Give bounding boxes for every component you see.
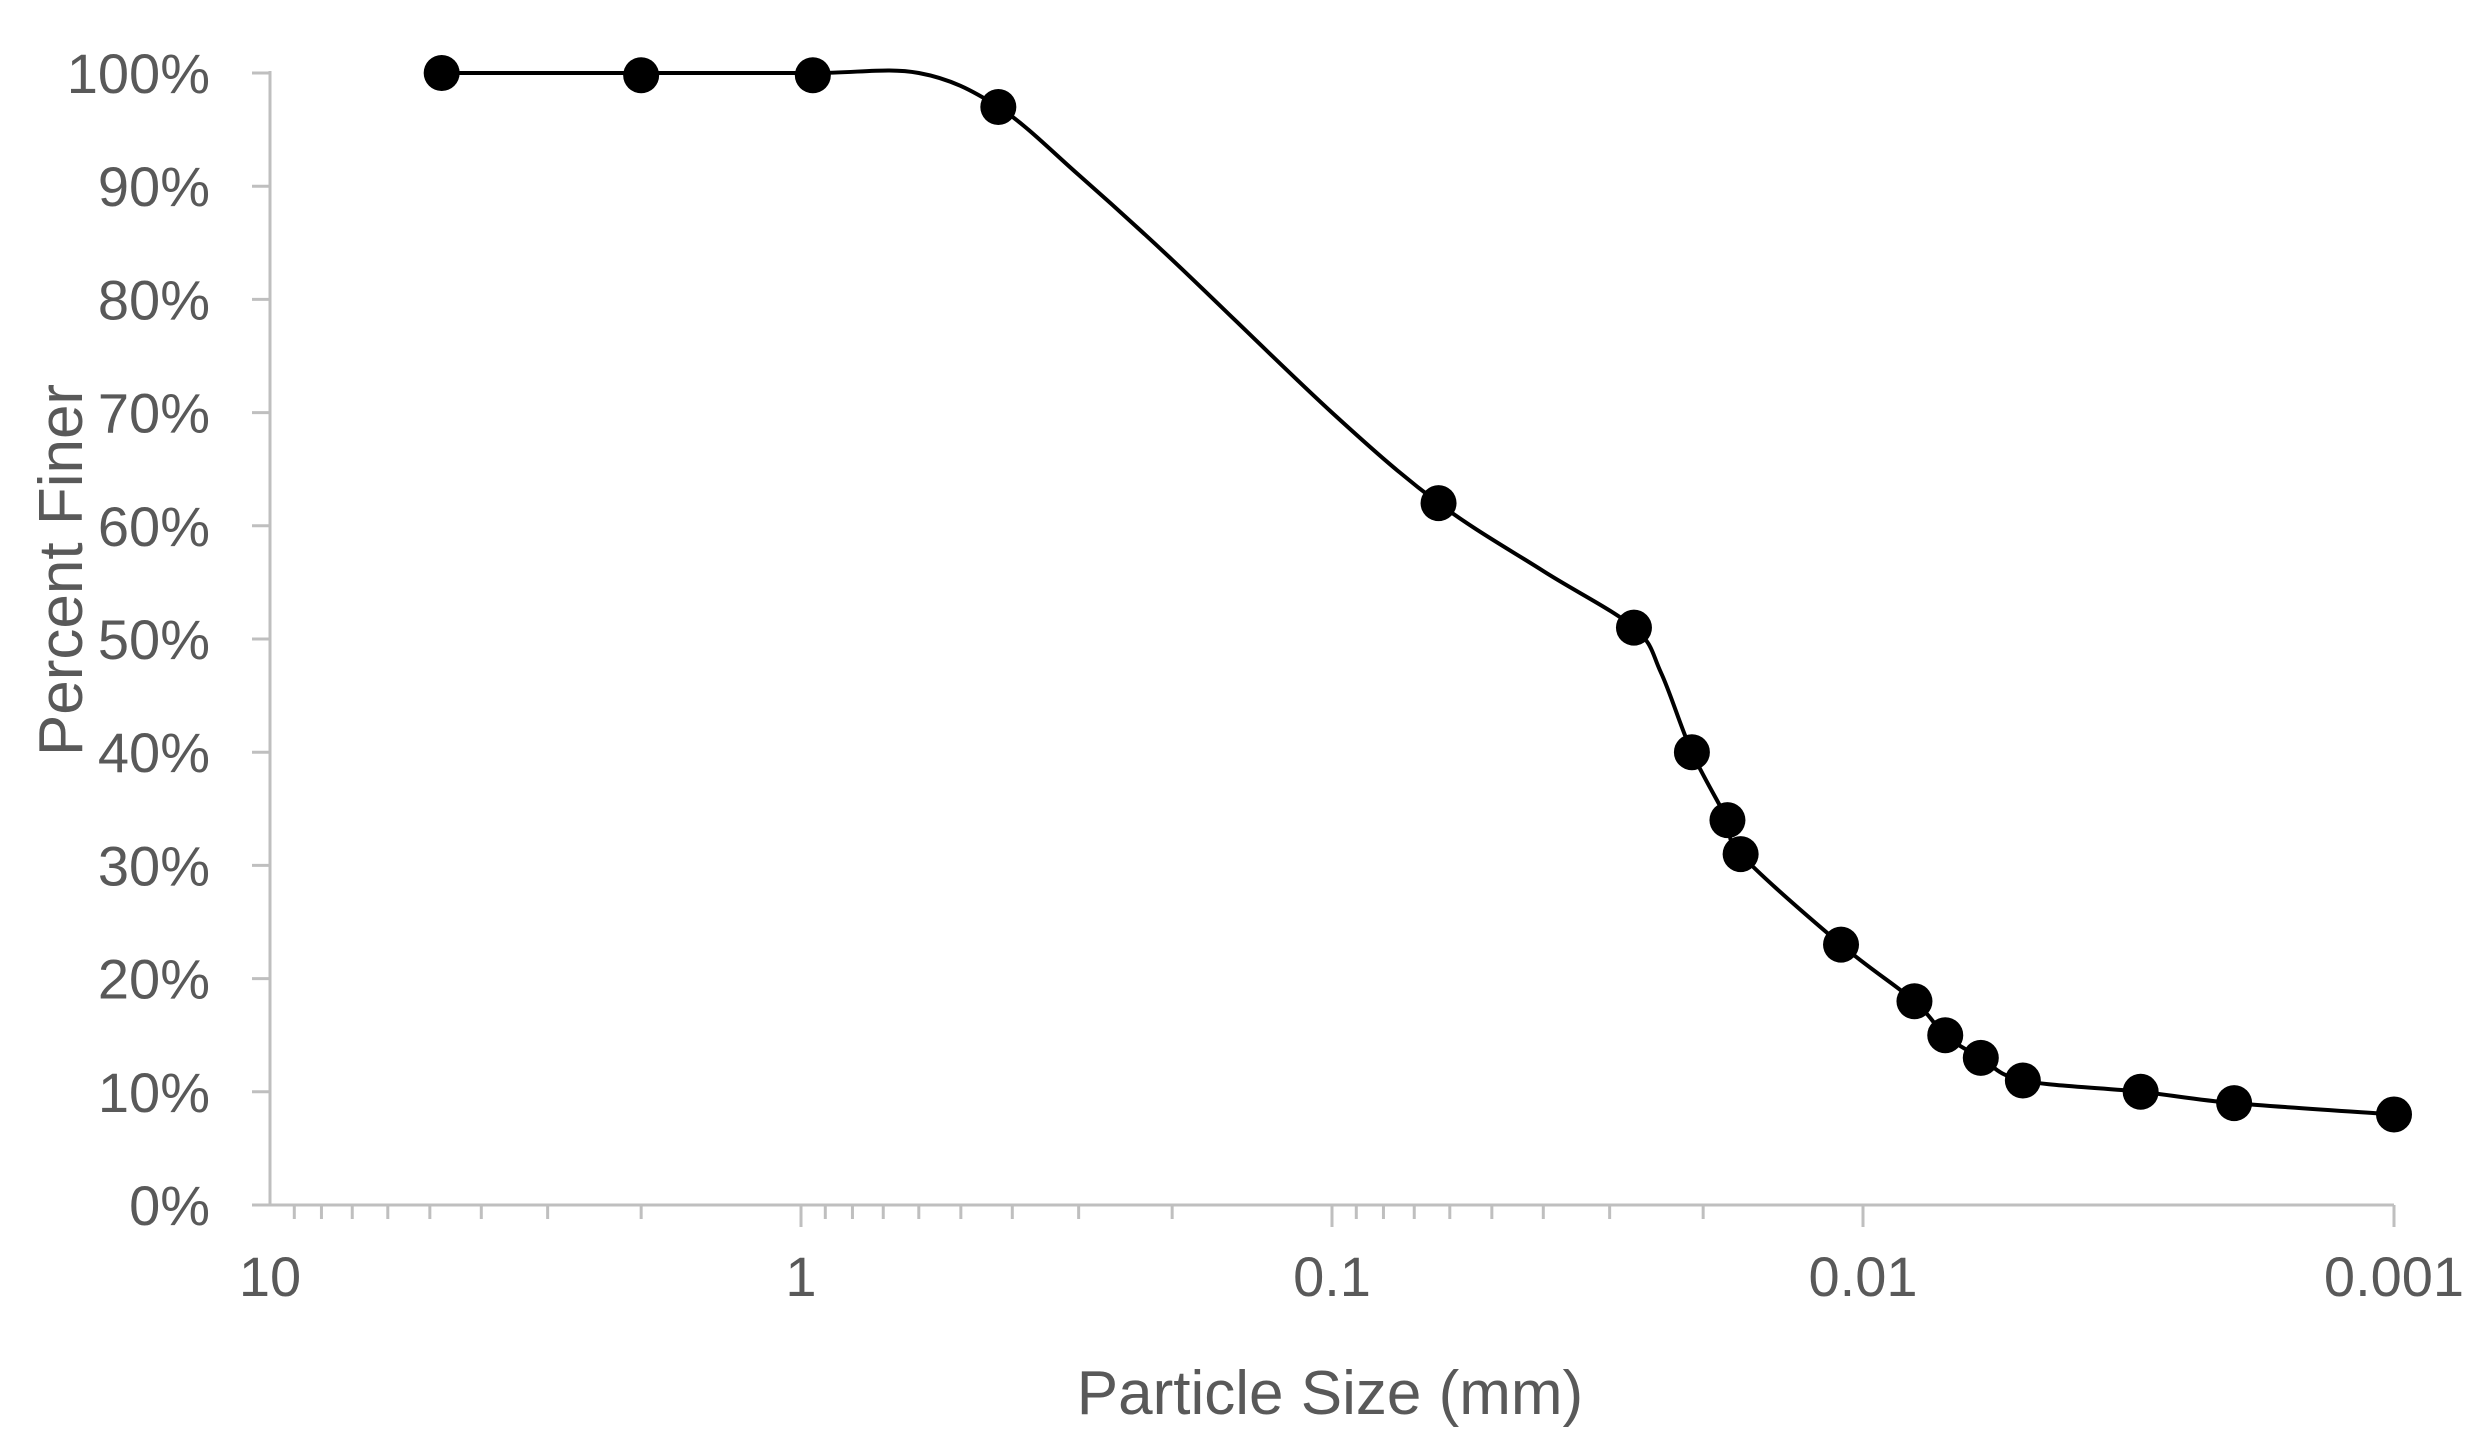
y-tick-label: 100% bbox=[67, 42, 210, 105]
data-point bbox=[2376, 1096, 2412, 1133]
tick-labels: 0% 10% 20% 30% 40% 50% 60% 70% 80% 90% 100% 10 1 0.1 0… bbox=[67, 42, 2464, 1308]
x-tick-label: 0.01 bbox=[1809, 1245, 1918, 1308]
data-point bbox=[1823, 926, 1860, 963]
x-axis-title: Particle Size (mm) bbox=[1077, 1359, 1583, 1428]
y-tick-label: 90% bbox=[98, 155, 210, 218]
x-tick-label: 10 bbox=[239, 1245, 301, 1308]
data-point bbox=[1927, 1017, 1964, 1054]
data-point bbox=[2216, 1085, 2253, 1122]
y-tick-label: 0% bbox=[129, 1174, 210, 1237]
axes bbox=[252, 71, 2396, 1227]
series-line bbox=[441, 68, 2395, 1117]
y-tick-label: 50% bbox=[98, 608, 210, 671]
data-point bbox=[1709, 802, 1746, 839]
y-tick-label: 40% bbox=[98, 721, 210, 784]
data-point bbox=[1896, 983, 1933, 1020]
data-point bbox=[1420, 485, 1457, 522]
y-tick-label: 60% bbox=[98, 495, 210, 558]
y-tick-label: 30% bbox=[98, 834, 210, 897]
y-tick-label: 10% bbox=[98, 1061, 210, 1124]
x-tick-label: 1 bbox=[785, 1245, 816, 1308]
x-tick-label: 0.001 bbox=[2324, 1245, 2464, 1308]
data-point bbox=[623, 57, 660, 94]
data-point bbox=[2004, 1062, 2041, 1099]
gradation-curve bbox=[441, 68, 2395, 1117]
x-tick-label: 0.1 bbox=[1293, 1245, 1371, 1308]
y-axis-title: Percent Finer bbox=[27, 384, 96, 756]
data-point bbox=[1722, 836, 1759, 873]
data-point bbox=[980, 88, 1017, 125]
y-tick-label: 70% bbox=[98, 382, 210, 445]
data-point bbox=[423, 55, 460, 91]
data-point bbox=[1615, 609, 1652, 646]
y-tick-label: 20% bbox=[98, 948, 210, 1011]
y-tick-label: 80% bbox=[98, 268, 210, 331]
data-markers bbox=[423, 55, 2412, 1133]
data-point bbox=[1673, 734, 1710, 771]
data-point bbox=[1962, 1039, 1999, 1076]
data-point bbox=[2122, 1073, 2159, 1110]
data-point bbox=[794, 57, 831, 94]
